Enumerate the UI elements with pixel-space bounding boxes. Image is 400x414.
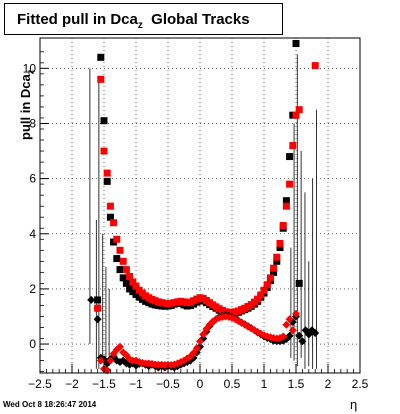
square-marker-series-1 — [126, 272, 134, 280]
x-tick-label: −1 — [129, 377, 143, 391]
title-box: Fitted pull in Dcaz Global Tracks — [4, 3, 283, 35]
square-marker-series-0 — [119, 274, 127, 282]
diamond-marker-series-2 — [311, 329, 320, 338]
y-tick-label: 6 — [29, 172, 36, 186]
x-tick-label: −2 — [65, 377, 79, 391]
diamond-marker-series-2 — [298, 337, 307, 346]
square-marker-series-0 — [106, 213, 114, 221]
square-marker-series-1 — [282, 202, 290, 210]
diamond-marker-series-3 — [96, 356, 105, 365]
square-marker-series-1 — [119, 257, 127, 265]
square-marker-series-1 — [270, 264, 278, 272]
square-marker-series-1 — [263, 281, 271, 289]
square-marker-series-1 — [295, 106, 303, 114]
square-marker-series-1 — [292, 111, 300, 119]
x-tick-label: 2 — [325, 377, 332, 391]
square-marker-series-0 — [286, 153, 294, 161]
square-marker-series-1 — [106, 202, 114, 210]
square-marker-series-0 — [282, 197, 290, 205]
square-marker-series-1 — [100, 147, 108, 155]
square-marker-series-0 — [122, 279, 130, 287]
timestamp-footer: Wed Oct 8 18:26:47 2014 — [3, 400, 97, 409]
x-tick-label: 1 — [261, 377, 268, 391]
diamond-marker-series-2 — [295, 331, 304, 340]
y-tick-label: 8 — [29, 116, 36, 130]
square-marker-series-0 — [103, 177, 111, 185]
square-marker-series-1 — [266, 274, 274, 282]
square-marker-series-0 — [273, 257, 281, 265]
square-marker-series-1 — [113, 235, 121, 243]
y-tick-label: 4 — [29, 227, 36, 241]
x-tick-label: −1.5 — [92, 377, 116, 391]
diamond-marker-series-3 — [116, 342, 124, 351]
square-marker-series-1 — [254, 295, 262, 303]
diamond-marker-series-3 — [292, 309, 300, 318]
diamond-marker-series-3 — [196, 337, 204, 346]
x-axis-label: η — [350, 397, 358, 412]
square-marker-series-0 — [276, 244, 284, 252]
plot-grid — [40, 38, 360, 373]
square-marker-series-1 — [257, 291, 265, 299]
diamond-marker-series-3 — [93, 304, 102, 313]
diamond-marker-series-3 — [106, 356, 115, 365]
diamond-marker-series-3 — [199, 330, 208, 339]
diamond-marker-series-3 — [103, 366, 112, 375]
diamond-marker-series-3 — [285, 315, 294, 324]
square-marker-series-0 — [97, 53, 105, 61]
square-marker-series-1 — [116, 246, 124, 254]
square-marker-series-1 — [273, 253, 281, 261]
square-marker-series-1 — [289, 142, 297, 150]
square-marker-series-1 — [260, 286, 268, 294]
x-tick-label: 2.5 — [352, 377, 369, 391]
error-bars — [89, 54, 317, 369]
y-tick-label: 2 — [29, 282, 36, 296]
y-axis-label: pull in Dcaz — [18, 69, 36, 140]
y-tick-label: 10 — [23, 61, 37, 75]
square-marker-series-0 — [270, 268, 278, 276]
x-tick-label: 0.5 — [224, 377, 241, 391]
square-marker-series-0 — [295, 279, 303, 287]
square-marker-series-0 — [292, 40, 300, 48]
x-tick-label: −0.5 — [156, 377, 180, 391]
y-tick-label: 0 — [29, 337, 36, 351]
square-marker-series-0 — [94, 296, 102, 304]
diamond-marker-series-3 — [279, 332, 288, 341]
diamond-marker-series-3 — [288, 326, 297, 335]
square-marker-series-0 — [113, 255, 121, 263]
chart-title: Fitted pull in Dcaz Global Tracks — [17, 11, 250, 31]
square-marker-series-1 — [129, 278, 137, 286]
square-marker-series-1 — [103, 169, 111, 177]
diamond-marker-series-3 — [282, 320, 291, 329]
square-marker-series-1 — [97, 75, 105, 83]
diamond-marker-series-3 — [192, 344, 201, 353]
axes: −2.5 −2 −1.5 −1 −0.5 0 0.5 1 1.5 2 2.5 0 2 4 6 8 10 — [23, 51, 369, 391]
square-marker-series-1 — [276, 239, 284, 247]
square-marker-series-0 — [100, 117, 108, 125]
diamond-marker-series-2 — [87, 295, 96, 304]
square-marker-series-1 — [122, 266, 130, 274]
data-marks — [87, 40, 320, 375]
square-marker-series-0 — [116, 266, 124, 274]
square-marker-series-1 — [110, 219, 118, 227]
diamond-marker-series-2 — [93, 315, 102, 324]
diamond-marker-series-2 — [285, 331, 294, 340]
x-tick-label: 1.5 — [288, 377, 305, 391]
square-marker-series-1 — [279, 221, 287, 229]
x-tick-label: −2.5 — [28, 377, 52, 391]
square-marker-series-1 — [132, 282, 140, 290]
square-marker-series-1 — [286, 180, 294, 188]
x-tick-label: 0 — [197, 377, 204, 391]
square-marker-series-1 — [311, 62, 319, 70]
